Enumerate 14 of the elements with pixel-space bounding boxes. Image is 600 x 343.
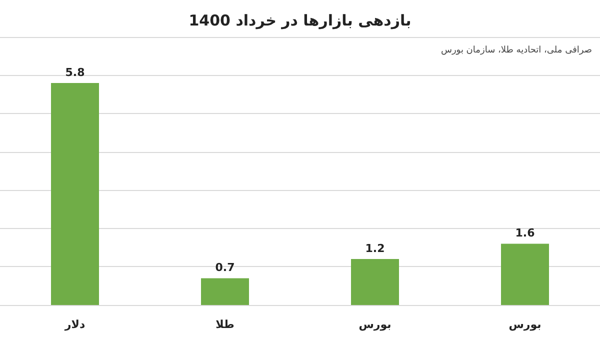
data-label: 5.8 bbox=[65, 66, 85, 79]
data-label: 1.6 bbox=[515, 226, 536, 240]
chart-title: بازدهی بازارها در خرداد 1400 bbox=[188, 12, 412, 30]
data-label: 0.7 bbox=[215, 261, 235, 274]
x-tick-label: طلا bbox=[216, 318, 234, 331]
x-tick-label: بورس bbox=[508, 318, 542, 331]
bar bbox=[201, 278, 249, 305]
bar bbox=[351, 259, 399, 305]
x-tick-label: بورس bbox=[358, 318, 392, 331]
data-label: 1.2 bbox=[365, 242, 385, 256]
x-tick-label: دلار bbox=[64, 318, 86, 331]
bar bbox=[501, 244, 549, 305]
annotation: صرافی ملی، اتحادیه طلا، سازمان بورس bbox=[440, 46, 592, 56]
bar bbox=[51, 82, 99, 305]
